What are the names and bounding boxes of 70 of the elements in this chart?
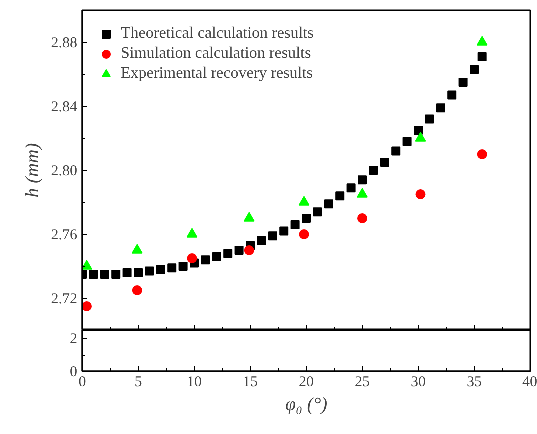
point — [186, 228, 198, 238]
x-tick-label: 15 — [243, 374, 258, 390]
y-tick-label: 2.72 — [51, 292, 78, 308]
point — [414, 126, 423, 135]
point — [132, 244, 143, 254]
point — [290, 220, 300, 230]
legend-label: Experimental recovery results — [121, 64, 313, 84]
point — [478, 52, 487, 62]
legend-label: Simulation calculation results — [121, 44, 312, 64]
point — [436, 104, 446, 113]
y-tick-label: 0 — [70, 364, 78, 380]
point — [280, 226, 289, 236]
y-tick-label: 2.88 — [51, 36, 78, 52]
point — [224, 249, 233, 258]
point — [100, 270, 110, 279]
point — [470, 65, 479, 74]
point — [134, 268, 143, 278]
point — [358, 214, 368, 224]
point — [336, 192, 345, 201]
point — [402, 137, 412, 146]
y-axis-title: h (mm) — [22, 143, 44, 198]
point — [145, 266, 154, 276]
point — [324, 200, 334, 209]
point — [448, 90, 457, 100]
point — [357, 188, 368, 198]
point — [212, 252, 222, 262]
point — [298, 196, 310, 206]
point — [187, 254, 198, 264]
y-tick-label: 2.76 — [51, 228, 78, 244]
point — [299, 230, 310, 240]
point — [257, 236, 266, 246]
point — [302, 214, 311, 223]
y-tick-label: 2.80 — [51, 164, 78, 180]
point — [201, 256, 210, 265]
point — [416, 190, 426, 200]
point — [156, 265, 166, 274]
y-tick-label: 2.84 — [51, 100, 78, 116]
point — [168, 264, 177, 273]
point — [82, 302, 92, 312]
point — [122, 268, 132, 278]
y-tick-label: 2 — [70, 332, 78, 348]
x-tick-label: 35 — [467, 374, 482, 390]
point — [392, 146, 401, 156]
point — [89, 270, 98, 279]
x-axis-title: φ₀ (°) — [285, 394, 328, 416]
point — [415, 132, 426, 142]
point — [268, 232, 278, 241]
x-tick-label: 25 — [355, 374, 370, 390]
point — [178, 262, 188, 271]
point — [369, 166, 378, 175]
point — [358, 176, 367, 185]
point — [112, 270, 121, 279]
point — [132, 286, 142, 296]
point — [458, 78, 468, 87]
point — [346, 184, 356, 193]
point — [234, 246, 244, 255]
point — [244, 246, 254, 256]
point — [82, 260, 92, 270]
point — [313, 208, 322, 217]
x-tick-label: 20 — [299, 374, 314, 390]
point — [476, 36, 488, 46]
point — [244, 212, 255, 222]
point — [477, 150, 488, 160]
x-tick-label: 40 — [522, 374, 537, 390]
point — [425, 114, 434, 124]
x-tick-label: 30 — [411, 374, 426, 390]
legend-label: Theoretical calculation results — [121, 24, 314, 44]
point — [380, 158, 390, 167]
x-tick-label: 10 — [187, 374, 202, 390]
x-tick-label: 5 — [134, 374, 142, 390]
